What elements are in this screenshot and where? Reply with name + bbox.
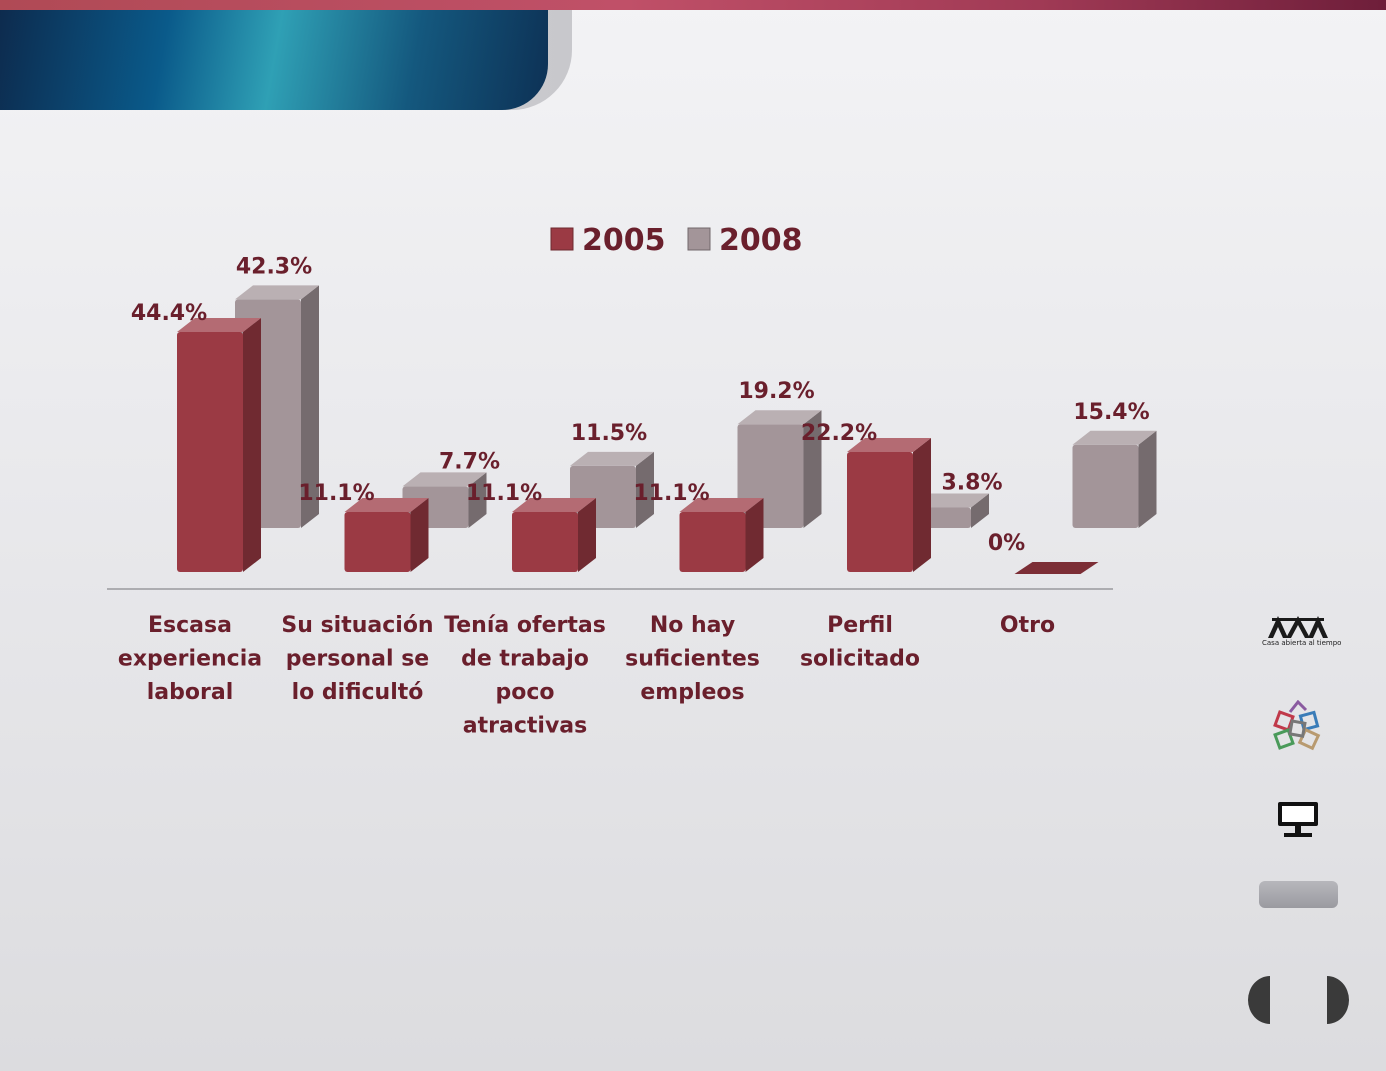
category-label-3: No hay suficientes empleos [625, 613, 760, 705]
bar-2005-3-side [745, 498, 764, 572]
bar-2008-1-side [468, 472, 487, 528]
bar-2005-0 [177, 318, 261, 572]
category-label-2: Tenía ofertas de trabajo poco atractivas [444, 613, 606, 739]
bar-2008-5-top [1072, 430, 1157, 445]
cubes-logo-icon [1273, 700, 1321, 751]
bar-2005-3-front [679, 512, 746, 572]
bar-2005-0-top [177, 318, 261, 332]
data-label-2008-5: 15.4% [1073, 400, 1149, 425]
category-label-4: Perfil solicitado [800, 613, 920, 672]
bar-2005-5 [1014, 562, 1099, 574]
bar-2008-4-side [971, 493, 989, 528]
legend-swatch-2005 [550, 227, 574, 251]
data-label-2008-3: 19.2% [738, 379, 814, 404]
data-label-2005-5: 0% [988, 531, 1025, 556]
bar-2005-4-front [847, 452, 913, 572]
data-label-2005-0: 44.4% [131, 301, 207, 326]
data-label-2008-2: 11.5% [571, 421, 647, 446]
data-label-2008-4: 3.8% [941, 470, 1002, 495]
bar-2005-0-side [243, 318, 261, 572]
data-label-2005-1: 11.1% [298, 481, 374, 506]
data-label-2005-4: 22.2% [801, 421, 877, 446]
bar-2005-4-side [913, 438, 931, 572]
bar-2008-3-top [737, 410, 822, 425]
bar-2005-4-top [847, 438, 931, 452]
category-label-5: Otro [1000, 613, 1055, 638]
bar-2005-1-top [344, 498, 429, 512]
bar-2008-5 [1072, 430, 1157, 528]
chart-legend: 2005 2008 [550, 223, 803, 258]
category-label-0: Escasa experiencia laboral [118, 613, 262, 705]
uam-logo-icon [1268, 616, 1328, 638]
bar-2008-0-side [301, 285, 319, 528]
bar-2005-5-flat [1014, 562, 1099, 574]
bar-2008-0-top [235, 285, 319, 300]
bar-2005-2-side [578, 498, 596, 572]
bar-2008-1-top [402, 472, 487, 487]
bar-2005-1-side [410, 498, 429, 572]
bar-2008-5-side [1138, 430, 1157, 528]
bar-2005-4 [847, 438, 931, 572]
bar-2005-1 [344, 498, 429, 572]
bar-2008-3-side [803, 410, 822, 528]
bar-2005-2-top [512, 498, 596, 512]
header-banner [0, 10, 548, 110]
next-arrow-icon[interactable] [1327, 976, 1351, 1024]
bar-2005-2 [512, 498, 596, 572]
bar-2005-2-front [512, 512, 578, 572]
prev-arrow-icon[interactable] [1246, 976, 1270, 1024]
legend-swatch-2008 [687, 227, 711, 251]
bar-2008-1 [402, 472, 487, 528]
bar-2005-0-front [177, 332, 243, 572]
bar-2005-3 [679, 498, 764, 572]
legend-label-2008: 2008 [719, 223, 803, 258]
bar-2005-1-front [344, 512, 411, 572]
bar-2008-2-top [570, 451, 654, 466]
uam-logo-caption: Casa abierta al tiempo [1262, 639, 1342, 647]
legend-label-2005: 2005 [582, 223, 666, 258]
data-label-2008-1: 7.7% [439, 449, 500, 474]
data-label-2005-3: 11.1% [633, 481, 709, 506]
category-label-1: Su situación personal se lo dificultó [281, 613, 433, 705]
bar-2008-2-side [636, 451, 654, 528]
top-accent-bar [0, 0, 1386, 10]
monitor-icon[interactable] [1276, 800, 1320, 840]
data-label-2008-0: 42.3% [236, 254, 312, 279]
bar-2005-3-top [679, 498, 764, 512]
data-label-2005-2: 11.1% [466, 481, 542, 506]
bar-2008-5-front [1072, 444, 1139, 528]
navigation-pill-button[interactable] [1259, 881, 1338, 908]
